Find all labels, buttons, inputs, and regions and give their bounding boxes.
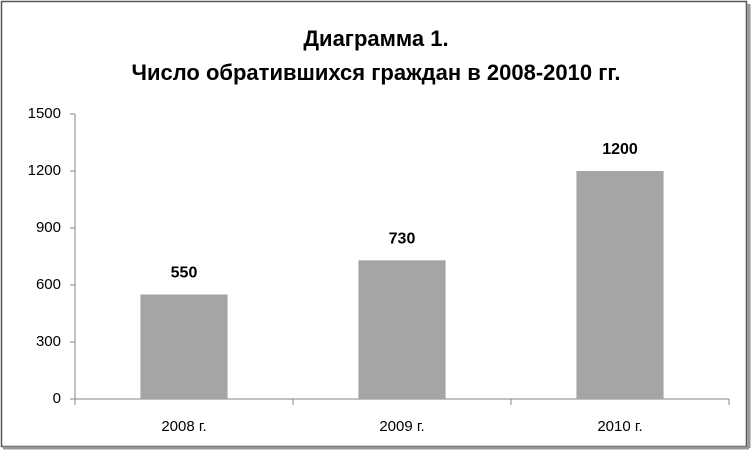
value-label: 1200 — [602, 141, 638, 158]
bar — [140, 294, 228, 399]
value-label: 550 — [171, 265, 198, 282]
value-label: 730 — [389, 231, 416, 248]
y-tick-label: 1500 — [28, 105, 61, 122]
y-tick-label: 600 — [36, 276, 61, 293]
bar — [576, 171, 664, 399]
chart-title: Диаграмма 1. — [303, 26, 448, 51]
chart-title: Число обратившихся граждан в 2008-2010 г… — [132, 60, 621, 85]
y-tick-label: 1200 — [28, 162, 61, 179]
x-tick-label: 2008 г. — [161, 418, 206, 435]
bar — [358, 260, 446, 399]
x-tick-label: 2009 г. — [379, 418, 424, 435]
y-tick-label: 900 — [36, 219, 61, 236]
y-tick-label: 0 — [53, 390, 61, 407]
x-tick-label: 2010 г. — [597, 418, 642, 435]
y-tick-label: 300 — [36, 333, 61, 350]
